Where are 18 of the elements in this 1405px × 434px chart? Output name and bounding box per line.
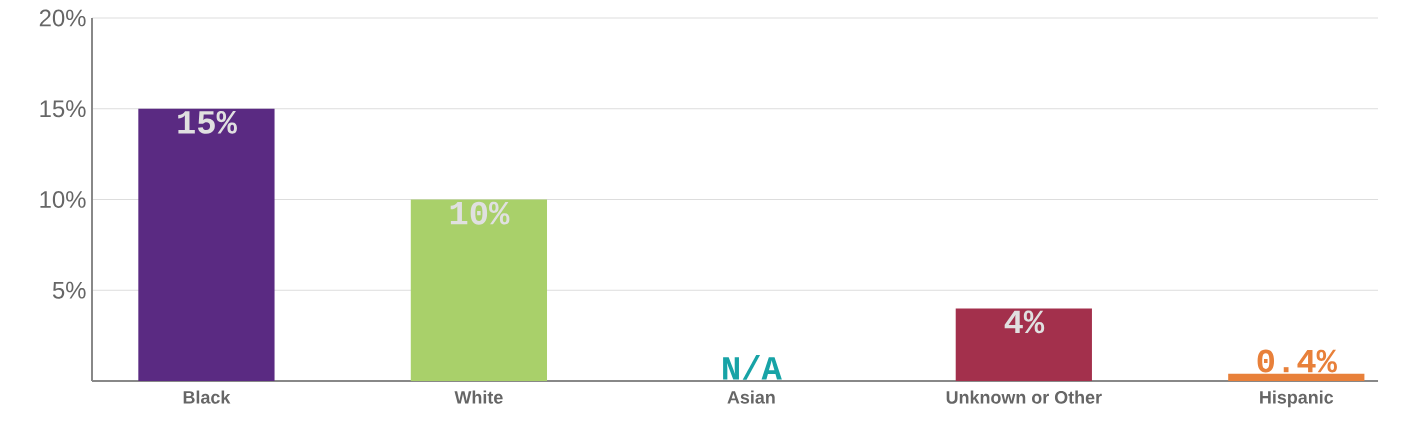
x-tick-label: Asian (727, 390, 775, 404)
data-label: 15% (178, 110, 237, 134)
bar (955, 308, 1092, 381)
bar (410, 199, 548, 381)
x-tick-label: Unknown or Other (946, 390, 1102, 404)
bar (1228, 373, 1365, 381)
data-label: 4% (1004, 310, 1045, 334)
y-tick-label: 5% (52, 281, 86, 299)
y-tick-label: 10% (40, 191, 86, 208)
x-tick-label: Hispanic (1260, 390, 1334, 408)
x-tick-label: Black (183, 390, 231, 404)
x-tick-label: White (454, 390, 503, 404)
y-tick-label: 20% (39, 9, 86, 27)
bar (138, 108, 275, 381)
data-label: 0.4% (1257, 349, 1337, 373)
text: N/A (723, 354, 782, 380)
data-label: 10% (450, 201, 510, 225)
y-tick-label: 15% (40, 100, 86, 118)
